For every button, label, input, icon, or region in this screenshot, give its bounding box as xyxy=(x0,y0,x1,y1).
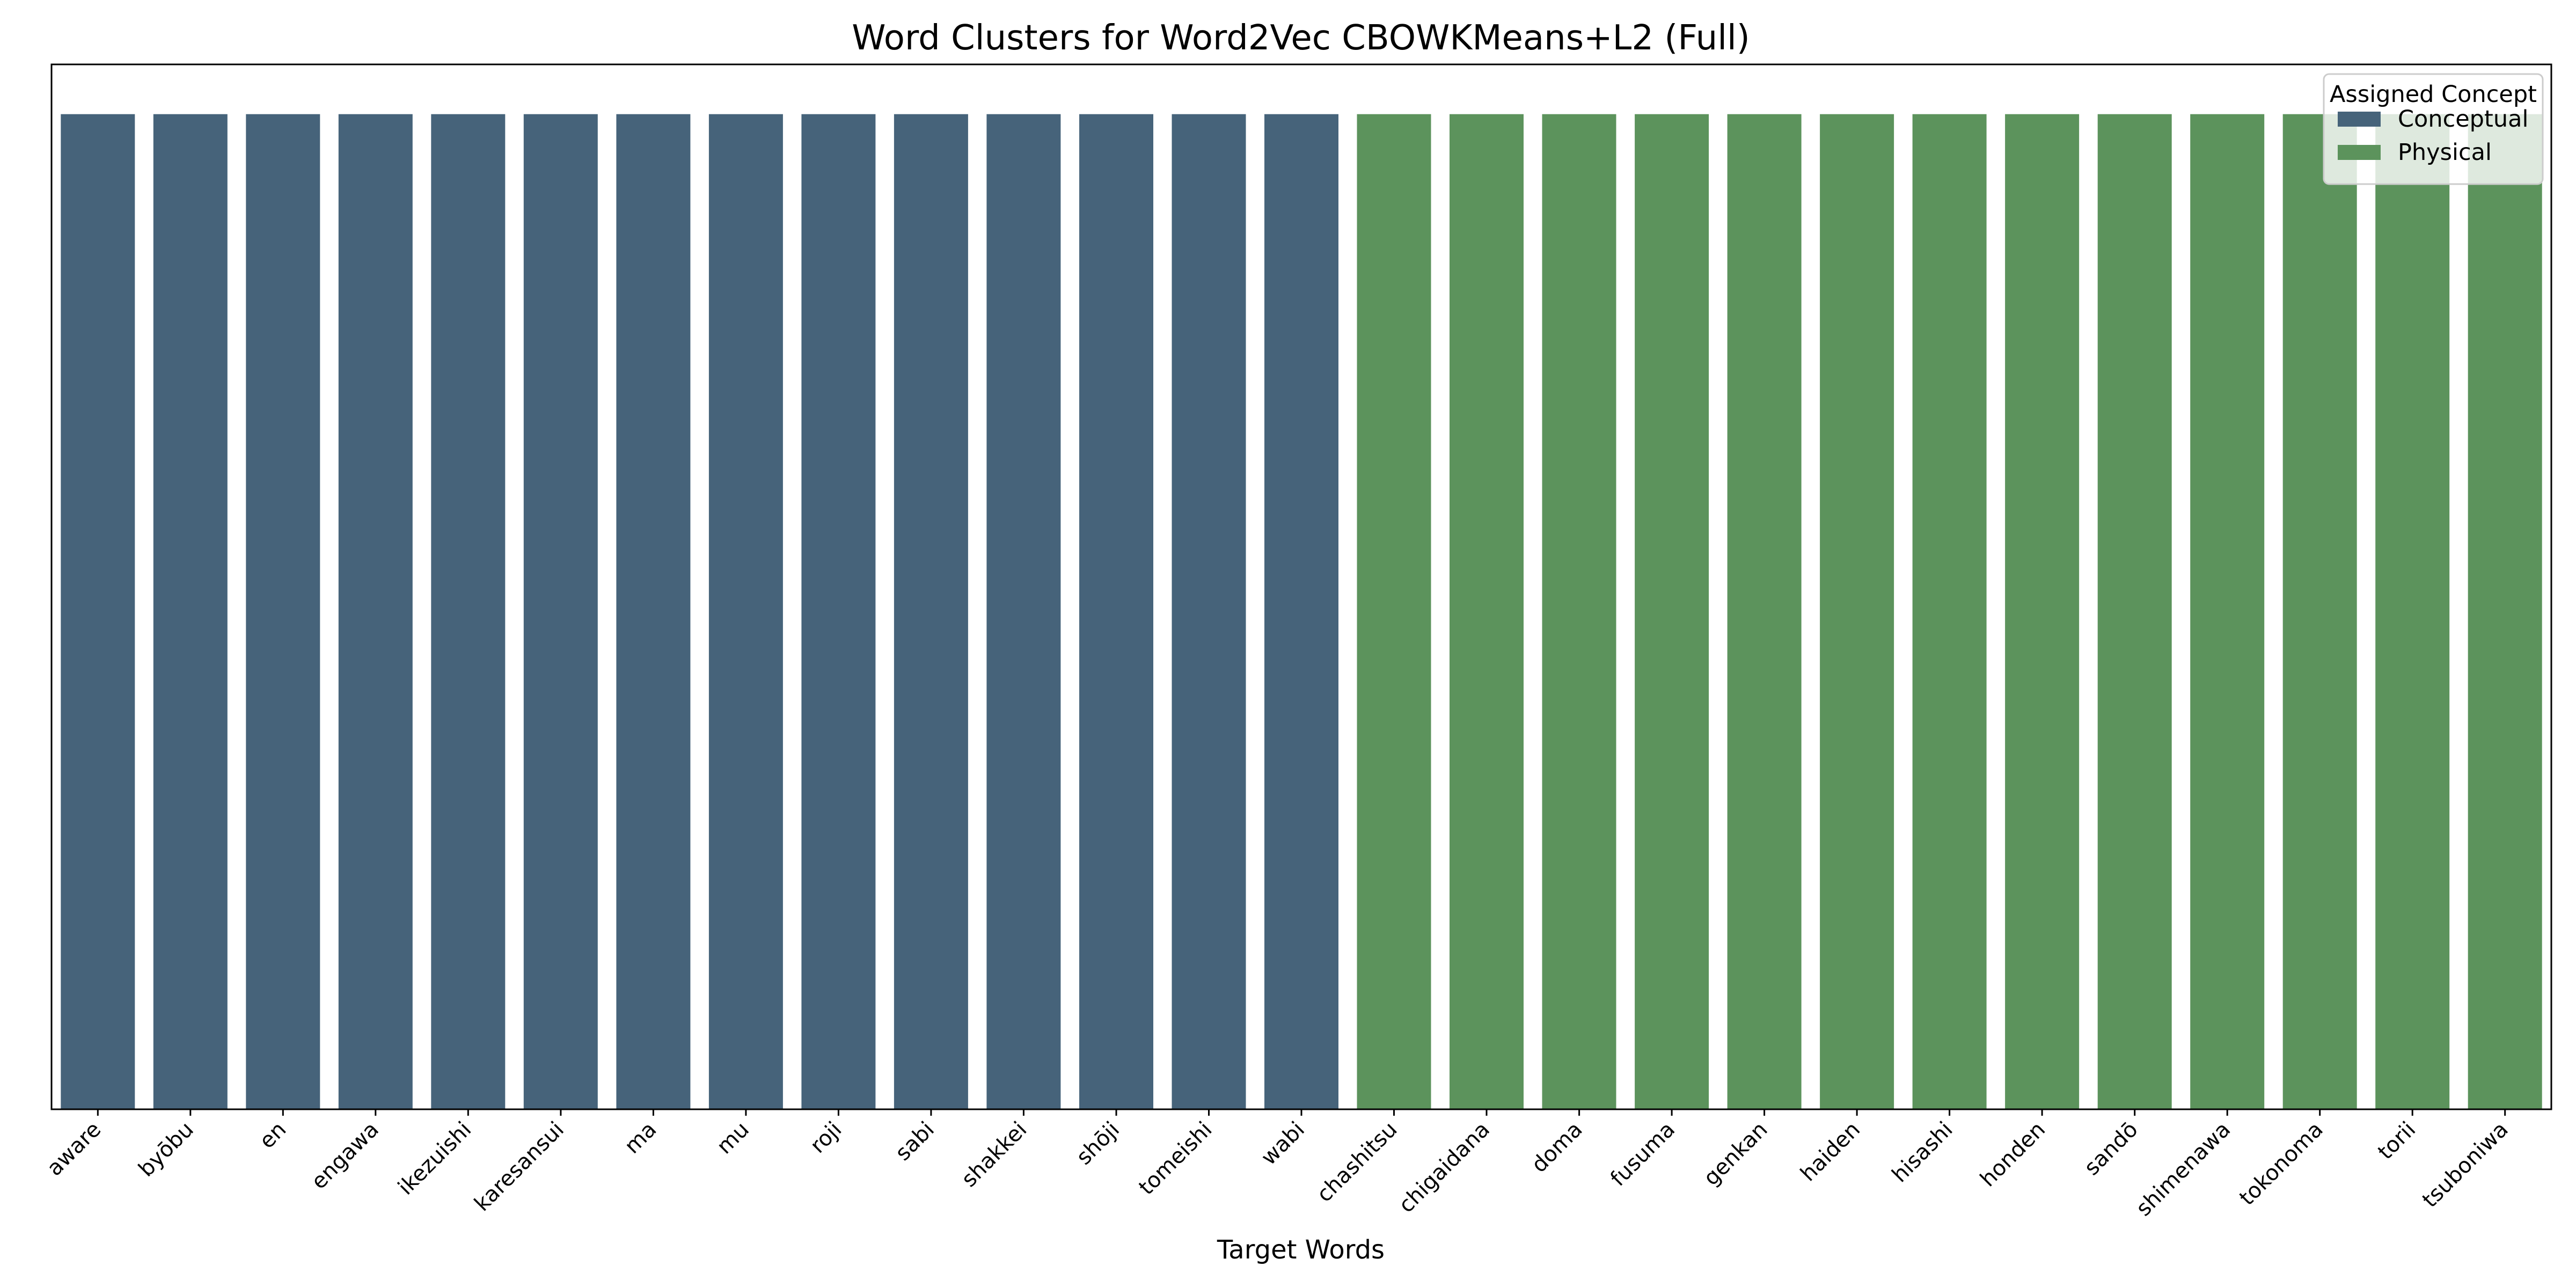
bars-layer xyxy=(61,114,2542,1110)
bar-genkan xyxy=(1727,114,1802,1110)
bar-doma xyxy=(1542,114,1616,1110)
legend-entries: Conceptual Physical xyxy=(2338,106,2528,166)
bar-ikezuishi xyxy=(431,114,506,1110)
bar-karesansui xyxy=(523,114,598,1110)
bar-wabi xyxy=(1264,114,1338,1110)
bar-chigaidana xyxy=(1450,114,1524,1110)
bar-ma xyxy=(616,114,691,1110)
legend-swatch-physical xyxy=(2338,145,2381,160)
bar-honden xyxy=(2005,114,2080,1110)
bar-sabi xyxy=(894,114,968,1110)
bar-roji xyxy=(801,114,876,1110)
bar-sandō xyxy=(2097,114,2172,1110)
bar-en xyxy=(246,114,320,1110)
bar-tokonoma xyxy=(2282,114,2357,1110)
x-axis-label: Target Words xyxy=(1217,1235,1385,1265)
legend: Assigned Concept Conceptual Physical xyxy=(2323,73,2544,185)
bar-byōbu xyxy=(153,114,228,1110)
bar-chashitsu xyxy=(1357,114,1431,1110)
legend-swatch-conceptual xyxy=(2338,112,2381,127)
legend-label-physical: Physical xyxy=(2398,139,2492,166)
bar-fusuma xyxy=(1635,114,1709,1110)
bar-aware xyxy=(61,114,135,1110)
legend-title: Assigned Concept xyxy=(2330,81,2537,108)
bar-mu xyxy=(708,114,783,1110)
bar-tomeishi xyxy=(1172,114,1246,1110)
plot-frame xyxy=(50,63,2552,1110)
bar-torii xyxy=(2375,114,2450,1110)
bar-shōji xyxy=(1079,114,1153,1110)
bar-haiden xyxy=(1820,114,1894,1110)
bar-hisashi xyxy=(1912,114,1987,1110)
bar-shakkei xyxy=(986,114,1061,1110)
bar-shimenawa xyxy=(2190,114,2265,1110)
bar-engawa xyxy=(338,114,413,1110)
chart-title: Word Clusters for Word2Vec CBOWKMeans+L2… xyxy=(852,18,1750,58)
bar-tsuboniwa xyxy=(2468,114,2542,1110)
legend-label-conceptual: Conceptual xyxy=(2398,106,2528,133)
